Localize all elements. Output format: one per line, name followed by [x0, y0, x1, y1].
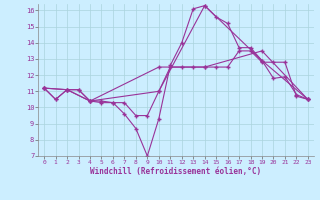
X-axis label: Windchill (Refroidissement éolien,°C): Windchill (Refroidissement éolien,°C) [91, 167, 261, 176]
